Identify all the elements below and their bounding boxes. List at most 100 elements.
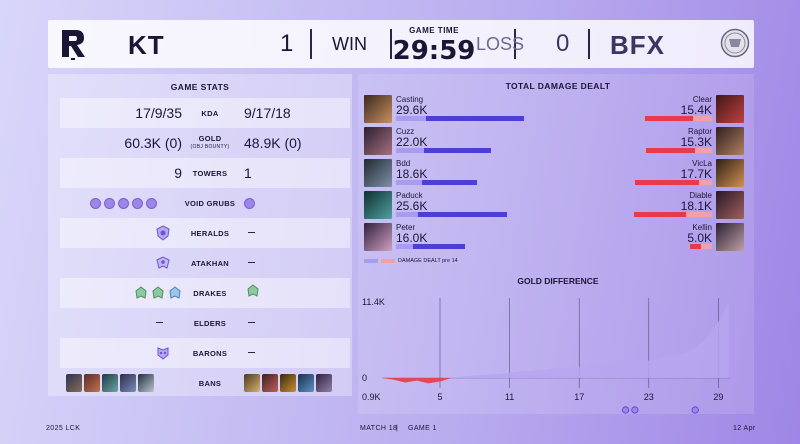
divider — [390, 29, 392, 59]
team-right-result: LOSS — [476, 34, 525, 54]
drake-icon — [152, 286, 164, 299]
damage-bar-pre14 — [701, 244, 712, 249]
objective-marker — [621, 406, 630, 414]
player-portrait — [716, 191, 744, 219]
player-portrait — [364, 127, 392, 155]
player-portrait — [716, 159, 744, 187]
y-axis-zero-label: 0 — [362, 373, 367, 383]
player-name: Bdd — [396, 159, 411, 168]
player-damage: 15.4K — [680, 103, 712, 117]
elders-label: ELDERS — [193, 318, 227, 328]
scoreboard-header: KT 1 WIN GAME TIME 29:59 LOSS 0 BFX — [48, 20, 754, 68]
game-stats-panel: GAME STATS 17/9/35 KDA 9/17/18 60.3K (0)… — [48, 74, 352, 396]
x-tick-label: 11 — [505, 392, 514, 402]
player-damage: 15.3K — [680, 135, 712, 149]
damage-title: TOTAL DAMAGE DEALT — [505, 81, 611, 91]
atakhan-right-empty — [248, 262, 255, 263]
team-left-score: 1 — [280, 30, 294, 57]
player-portrait — [364, 95, 392, 123]
bans-left — [66, 374, 154, 392]
ban-champion-portrait — [102, 374, 118, 392]
towers-left: 9 — [174, 165, 182, 181]
drakes-left — [134, 286, 182, 300]
damage-bar-pre14 — [694, 148, 712, 153]
void-grub-icon — [104, 197, 115, 209]
atakhan-icon — [156, 256, 170, 269]
team-left-result: WIN — [332, 34, 367, 54]
gold-diff-area-negative — [382, 378, 729, 384]
heralds-row: HERALDS — [60, 218, 350, 248]
game-stats-title: GAME STATS — [170, 82, 230, 92]
damage-row: Paduck 25.6K Diable 18.1K — [364, 191, 744, 221]
player-portrait — [364, 223, 392, 251]
footer-match: MATCH 18 — [360, 425, 398, 432]
drakes-label: DRAKES — [193, 288, 227, 298]
drakes-right — [246, 283, 260, 303]
kda-left: 17/9/35 — [135, 105, 182, 121]
team-left-name: KT — [128, 30, 165, 60]
footer-date: 12 Apr — [733, 425, 756, 432]
player-name: Clear — [692, 95, 712, 104]
void-grubs-right — [244, 197, 255, 209]
void-grub-icon — [132, 197, 143, 209]
bans-right — [244, 374, 332, 392]
kda-right: 9/17/18 — [244, 105, 291, 121]
x-tick-label: 29 — [713, 392, 723, 402]
ban-champion-portrait — [244, 374, 260, 392]
atakhan-row: ATAKHAN — [60, 248, 350, 278]
bans-row: BANS — [60, 368, 350, 398]
void-grub-icon — [118, 197, 129, 209]
gold-label: GOLD (OBJ BOUNTY) — [180, 134, 240, 152]
damage-bar-total — [396, 180, 477, 185]
damage-gold-panel: TOTAL DAMAGE DEALT Casting 29.6K Clear 15.4… — [358, 74, 754, 414]
ban-champion-portrait — [138, 374, 154, 392]
damage-bar-total — [645, 148, 712, 153]
baron-icon — [157, 347, 169, 360]
ban-champion-portrait — [120, 374, 136, 392]
damage-row: Bdd 18.6K VicLa 17.7K — [364, 159, 744, 189]
kt-rolster-logo — [62, 30, 85, 60]
player-damage: 25.6K — [396, 199, 428, 213]
player-name: Paduck — [396, 191, 423, 200]
player-damage: 18.6K — [396, 167, 428, 181]
legend-label: DAMAGE DEALT pre 14 — [398, 258, 458, 264]
damage-bar-pre14 — [396, 116, 427, 121]
damage-bar-total — [633, 212, 712, 217]
gold-difference-chart: 11.4K 0 0.9K 5 11 17 23 29 — [362, 297, 730, 414]
x-tick-label: 17 — [574, 392, 584, 402]
x-tick-label: 23 — [644, 392, 654, 402]
gold-right: 48.9K (0) — [244, 135, 302, 151]
kda-label: KDA — [201, 108, 219, 118]
player-damage: 18.1K — [680, 199, 712, 213]
damage-bar-total — [396, 244, 466, 249]
team-right-score: 0 — [556, 30, 570, 57]
player-name: Diable — [689, 191, 712, 200]
bfx-logo — [720, 28, 750, 58]
gold-left: 60.3K (0) — [124, 135, 182, 151]
damage-row: Peter 16.0K Kellin 5.0K — [364, 223, 744, 253]
y-axis-top-label: 11.4K — [362, 297, 385, 307]
barons-row: BARONS — [60, 338, 350, 368]
drake-icon — [247, 283, 259, 297]
towers-right: 1 — [244, 165, 252, 181]
game-time-value: 29:59 — [392, 36, 476, 66]
player-damage: 17.7K — [680, 167, 712, 181]
damage-bar-pre14 — [396, 148, 425, 153]
damage-bar-total — [396, 116, 525, 121]
barons-label: BARONS — [192, 348, 228, 358]
damage-bar-pre14 — [396, 212, 418, 217]
divider — [588, 29, 590, 59]
player-name: VicLa — [692, 159, 712, 168]
team-right-name: BFX — [610, 30, 665, 60]
player-damage: 5.0K — [687, 231, 712, 245]
player-name: Kellin — [692, 223, 712, 232]
kda-row: 17/9/35 KDA 9/17/18 — [60, 98, 350, 128]
player-portrait — [716, 95, 744, 123]
void-grub-icon — [90, 197, 101, 209]
void-grub-icon — [244, 197, 255, 209]
damage-bar-total — [396, 148, 492, 153]
ban-champion-portrait — [316, 374, 332, 392]
damage-bar-total — [645, 116, 712, 121]
damage-legend: DAMAGE DEALT pre 14 — [364, 258, 458, 264]
